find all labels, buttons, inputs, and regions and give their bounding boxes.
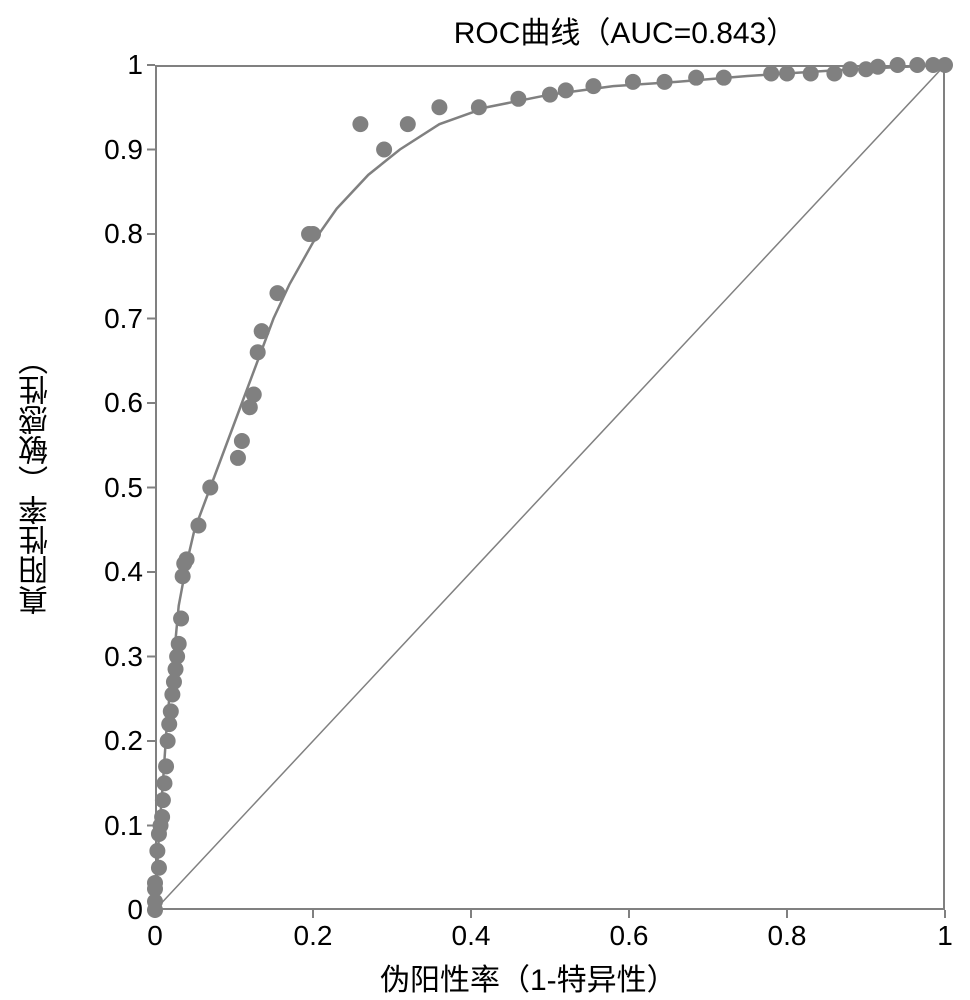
x-tick-label: 0.6 <box>599 920 659 952</box>
y-tick-label: 0.3 <box>85 641 143 673</box>
roc-chart: ROC曲线（AUC=0.843） 真阳性率（敏感性） 伪阳性率（1-特异性） 0… <box>0 0 970 1000</box>
y-tick-label: 0.8 <box>85 218 143 250</box>
y-tick-label: 0.9 <box>85 134 143 166</box>
y-axis-label: 真阳性率（敏感性） <box>15 270 59 690</box>
y-tick-label: 0.2 <box>85 725 143 757</box>
x-tick-label: 0.2 <box>283 920 343 952</box>
plot-svg <box>0 0 970 1000</box>
y-tick-label: 0.6 <box>85 387 143 419</box>
y-tick-label: 0.5 <box>85 472 143 504</box>
x-tick-label: 0.4 <box>441 920 501 952</box>
y-tick-label: 0.1 <box>85 810 143 842</box>
x-tick-label: 1 <box>915 920 970 952</box>
y-tick-label: 0 <box>85 894 143 926</box>
y-tick-label: 0.4 <box>85 556 143 588</box>
y-tick-label: 1 <box>85 49 143 81</box>
x-axis-label: 伪阳性率（1-特异性） <box>380 955 677 999</box>
y-tick-label: 0.7 <box>85 303 143 335</box>
x-tick-label: 0.8 <box>757 920 817 952</box>
diagonal-line <box>155 65 945 910</box>
